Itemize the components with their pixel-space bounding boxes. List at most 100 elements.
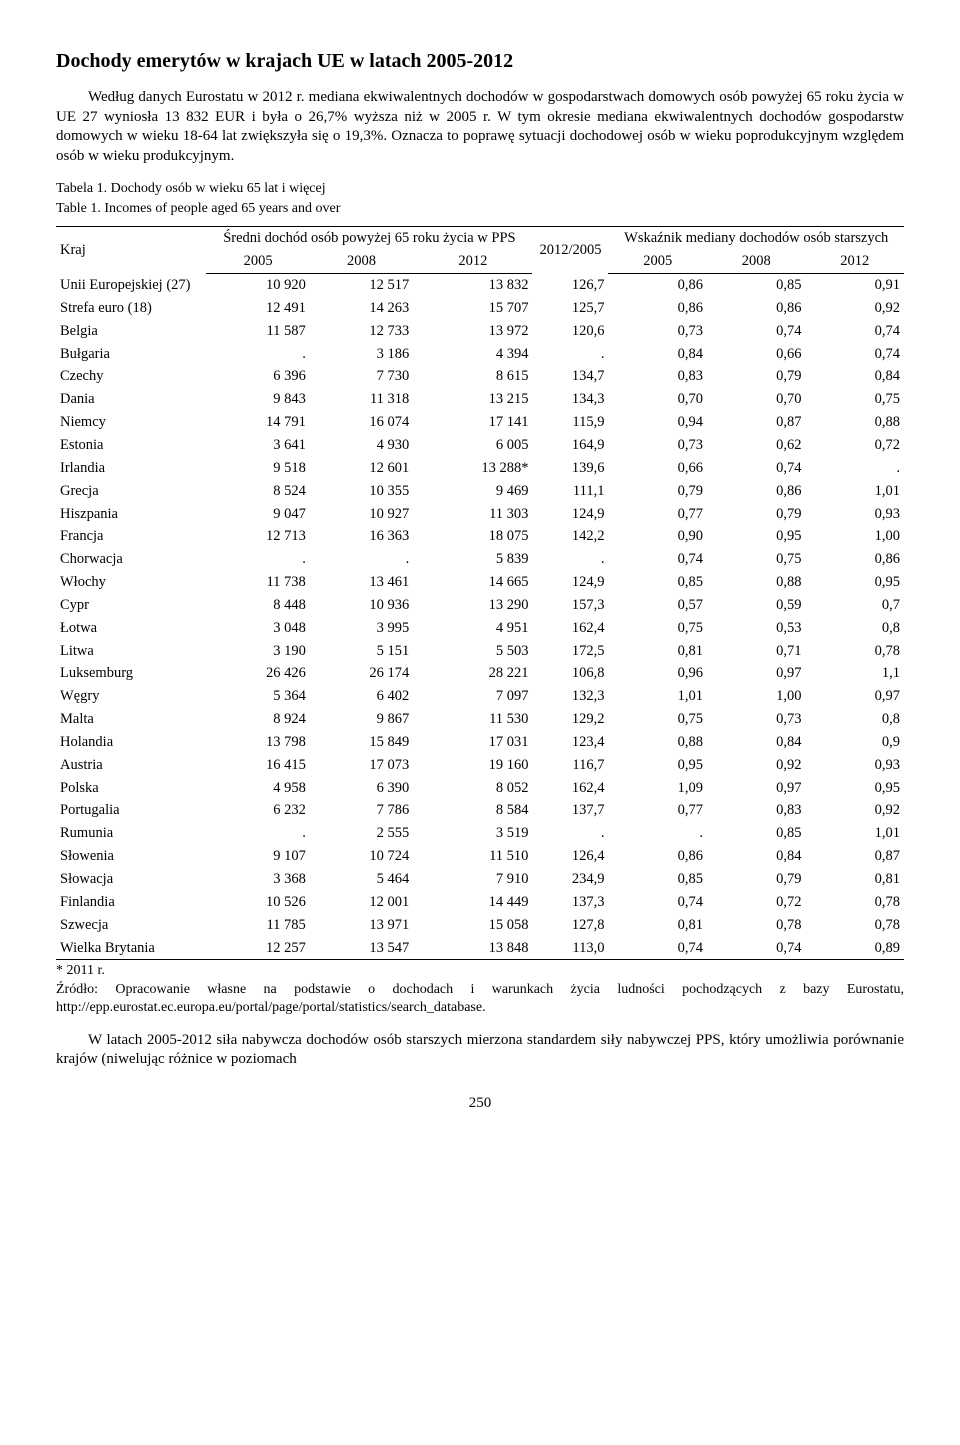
value-cell: 9 843	[206, 388, 309, 411]
table-row: Hiszpania9 04710 92711 303124,90,770,790…	[56, 503, 904, 526]
value-cell: 7 730	[310, 365, 413, 388]
country-cell: Szwecja	[56, 914, 206, 937]
value-cell: 16 074	[310, 411, 413, 434]
value-cell: 13 798	[206, 731, 309, 754]
value-cell: 6 232	[206, 799, 309, 822]
country-cell: Słowacja	[56, 868, 206, 891]
table-row: Słowenia9 10710 72411 510126,40,860,840,…	[56, 845, 904, 868]
table-row: Dania9 84311 31813 215134,30,700,700,75	[56, 388, 904, 411]
value-cell: 13 832	[413, 274, 532, 297]
table-row: Estonia3 6414 9306 005164,90,730,620,72	[56, 434, 904, 457]
country-cell: Luksemburg	[56, 662, 206, 685]
value-cell: 0,92	[805, 799, 904, 822]
table-row: Niemcy14 79116 07417 141115,90,940,870,8…	[56, 411, 904, 434]
value-cell: 7 910	[413, 868, 532, 891]
table-row: Holandia13 79815 84917 031123,40,880,840…	[56, 731, 904, 754]
col-2008b: 2008	[707, 250, 805, 273]
value-cell: 142,2	[532, 525, 608, 548]
value-cell: 172,5	[532, 640, 608, 663]
value-cell: 0,97	[805, 685, 904, 708]
table-row: Słowacja3 3685 4647 910234,90,850,790,81	[56, 868, 904, 891]
table-row: Francja12 71316 36318 075142,20,900,951,…	[56, 525, 904, 548]
value-cell: 0,83	[608, 365, 706, 388]
value-cell: 0,75	[608, 708, 706, 731]
value-cell: 8 584	[413, 799, 532, 822]
value-cell: .	[310, 548, 413, 571]
value-cell: 18 075	[413, 525, 532, 548]
value-cell: 123,4	[532, 731, 608, 754]
value-cell: 3 048	[206, 617, 309, 640]
value-cell: 11 785	[206, 914, 309, 937]
value-cell: 234,9	[532, 868, 608, 891]
value-cell: 13 215	[413, 388, 532, 411]
value-cell: 115,9	[532, 411, 608, 434]
value-cell: 0,88	[805, 411, 904, 434]
value-cell: 0,74	[608, 548, 706, 571]
country-cell: Hiszpania	[56, 503, 206, 526]
value-cell: 13 971	[310, 914, 413, 937]
value-cell: 1,00	[707, 685, 805, 708]
value-cell: 162,4	[532, 777, 608, 800]
value-cell: 13 288*	[413, 457, 532, 480]
table-row: Bułgaria.3 1864 394.0,840,660,74	[56, 343, 904, 366]
value-cell: 0,95	[805, 571, 904, 594]
country-cell: Wielka Brytania	[56, 937, 206, 960]
value-cell: 6 005	[413, 434, 532, 457]
col-group-median: Wskaźnik mediany dochodów osób starszych	[608, 227, 904, 250]
value-cell: 0,73	[707, 708, 805, 731]
value-cell: 0,88	[707, 571, 805, 594]
value-cell: 120,6	[532, 320, 608, 343]
value-cell: 3 995	[310, 617, 413, 640]
value-cell: 0,74	[805, 343, 904, 366]
col-2012a: 2012	[413, 250, 532, 273]
value-cell: 0,77	[608, 503, 706, 526]
value-cell: 12 733	[310, 320, 413, 343]
value-cell: 0,74	[707, 937, 805, 960]
country-cell: Francja	[56, 525, 206, 548]
value-cell: 0,85	[707, 274, 805, 297]
country-cell: Finlandia	[56, 891, 206, 914]
value-cell: 8 924	[206, 708, 309, 731]
value-cell: 0,78	[805, 914, 904, 937]
value-cell: 0,91	[805, 274, 904, 297]
value-cell: 0,92	[707, 754, 805, 777]
value-cell: 15 707	[413, 297, 532, 320]
value-cell: 14 791	[206, 411, 309, 434]
country-cell: Belgia	[56, 320, 206, 343]
value-cell: 0,72	[707, 891, 805, 914]
value-cell: 137,3	[532, 891, 608, 914]
value-cell: 0,7	[805, 594, 904, 617]
value-cell: 0,86	[707, 297, 805, 320]
table-row: Chorwacja..5 839.0,740,750,86	[56, 548, 904, 571]
value-cell: 1,09	[608, 777, 706, 800]
country-cell: Irlandia	[56, 457, 206, 480]
value-cell: 1,01	[805, 822, 904, 845]
value-cell: 0,9	[805, 731, 904, 754]
value-cell: 0,86	[608, 845, 706, 868]
value-cell: 0,73	[608, 434, 706, 457]
value-cell: 11 303	[413, 503, 532, 526]
table-row: Finlandia10 52612 00114 449137,30,740,72…	[56, 891, 904, 914]
value-cell: 17 141	[413, 411, 532, 434]
country-cell: Czechy	[56, 365, 206, 388]
table-row: Litwa3 1905 1515 503172,50,810,710,78	[56, 640, 904, 663]
value-cell: 13 848	[413, 937, 532, 960]
col-2005a: 2005	[206, 250, 309, 273]
country-cell: Chorwacja	[56, 548, 206, 571]
country-cell: Łotwa	[56, 617, 206, 640]
value-cell: 0,86	[707, 480, 805, 503]
value-cell: 111,1	[532, 480, 608, 503]
value-cell: 10 526	[206, 891, 309, 914]
table-footnote: * 2011 r.	[56, 962, 904, 980]
value-cell: 19 160	[413, 754, 532, 777]
value-cell: 12 001	[310, 891, 413, 914]
value-cell: 0,84	[805, 365, 904, 388]
value-cell: 164,9	[532, 434, 608, 457]
value-cell: 1,00	[805, 525, 904, 548]
country-cell: Bułgaria	[56, 343, 206, 366]
value-cell: 8 524	[206, 480, 309, 503]
value-cell: 0,93	[805, 754, 904, 777]
value-cell: 0,77	[608, 799, 706, 822]
value-cell: 11 587	[206, 320, 309, 343]
country-cell: Węgry	[56, 685, 206, 708]
